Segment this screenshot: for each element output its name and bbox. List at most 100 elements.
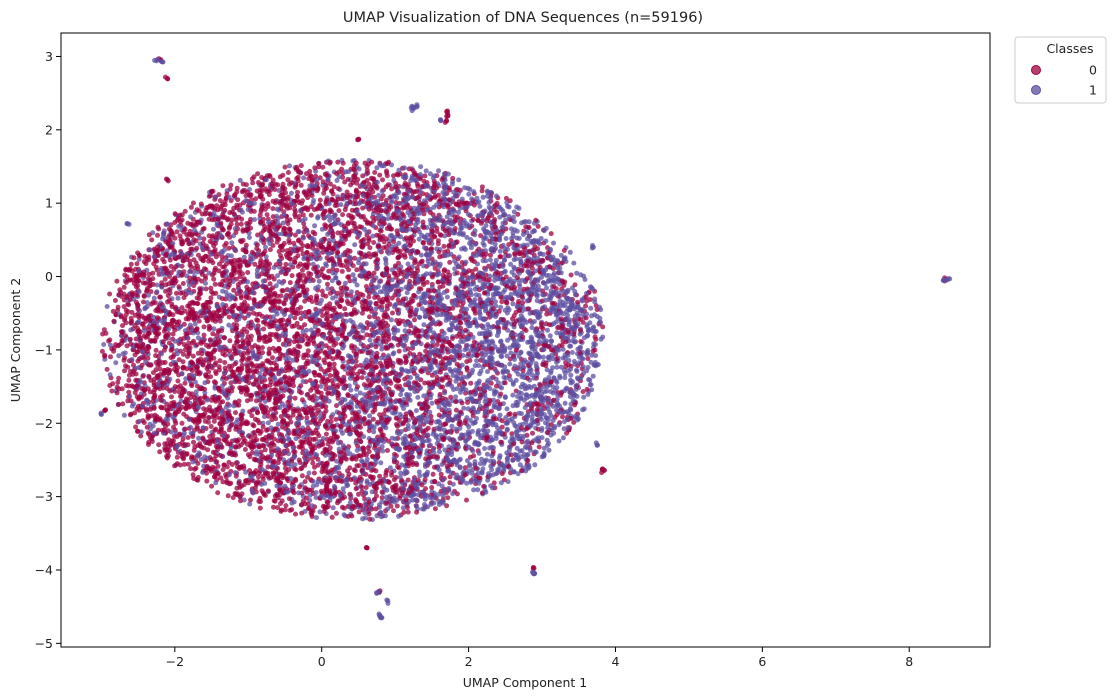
- scatter-point-class-1: [350, 296, 356, 302]
- scatter-point-class-1: [543, 297, 549, 303]
- scatter-point-class-0: [289, 507, 295, 513]
- scatter-point-class-1: [556, 270, 562, 276]
- scatter-point-class-0: [226, 225, 232, 231]
- scatter-point-class-0: [405, 509, 411, 515]
- scatter-point-class-0: [364, 276, 370, 281]
- scatter-point-class-0: [107, 291, 113, 297]
- scatter-point-class-1: [426, 437, 432, 443]
- scatter-point-class-1: [497, 412, 503, 418]
- scatter-point-class-0: [432, 193, 438, 199]
- scatter-point-class-0: [215, 490, 221, 496]
- scatter-point-class-1: [436, 168, 441, 174]
- scatter-point-class-0: [109, 388, 115, 394]
- scatter-point-class-0: [228, 182, 234, 188]
- scatter-point-class-1: [377, 289, 383, 295]
- scatter-point-class-1: [562, 375, 568, 381]
- scatter-point-class-0: [403, 360, 409, 366]
- scatter-point-class-0: [132, 410, 138, 416]
- scatter-point-class-0: [292, 315, 298, 321]
- scatter-point-class-0: [206, 258, 212, 264]
- scatter-point-class-0: [338, 292, 344, 298]
- scatter-point-class-0: [536, 444, 542, 450]
- scatter-point-class-1: [388, 317, 394, 323]
- scatter-point-class-0: [375, 294, 381, 300]
- scatter-point-class-1: [475, 487, 481, 493]
- scatter-point-class-0: [206, 233, 212, 239]
- scatter-point-class-0: [285, 177, 291, 183]
- scatter-point-class-0: [196, 252, 201, 258]
- scatter-point-class-1: [464, 374, 470, 380]
- scatter-point-class-0: [453, 407, 459, 413]
- scatter-point-class-1: [367, 337, 373, 343]
- scatter-point-class-1: [318, 383, 324, 389]
- scatter-point-class-1: [385, 353, 391, 359]
- scatter-point-class-1: [497, 248, 503, 254]
- scatter-point-class-0: [255, 410, 260, 416]
- scatter-point-class-1: [516, 353, 522, 359]
- scatter-point-class-0: [190, 353, 196, 359]
- scatter-point-class-1: [376, 192, 382, 198]
- scatter-point-class-0: [157, 449, 163, 455]
- scatter-point-class-0: [488, 380, 494, 386]
- scatter-point-class-1: [362, 269, 368, 275]
- scatter-point-class-1: [483, 223, 489, 228]
- scatter-point-class-1: [557, 298, 563, 304]
- scatter-point-class-0: [377, 172, 383, 178]
- scatter-point-class-1: [589, 352, 595, 358]
- scatter-point-class-0: [215, 463, 221, 469]
- scatter-point-class-1: [192, 321, 198, 327]
- scatter-point-class-0: [165, 293, 171, 299]
- scatter-point-class-1: [484, 451, 490, 457]
- scatter-point-class-1: [442, 447, 448, 453]
- scatter-point-class-1: [246, 235, 252, 240]
- scatter-point-class-1: [176, 223, 182, 229]
- scatter-point-class-1: [567, 394, 573, 400]
- scatter-point-class-1: [493, 193, 499, 199]
- scatter-point-class-0: [180, 456, 186, 462]
- scatter-point-class-0: [479, 184, 485, 190]
- scatter-point-class-0: [302, 322, 308, 328]
- scatter-point-class-0: [194, 424, 200, 430]
- scatter-point-class-1: [544, 367, 550, 373]
- scatter-point-class-0: [242, 447, 248, 452]
- scatter-point-class-0: [320, 249, 326, 255]
- scatter-point-class-0: [293, 511, 298, 517]
- scatter-point-class-1: [471, 487, 477, 493]
- scatter-point-class-1: [417, 314, 423, 320]
- scatter-point-class-1: [465, 406, 471, 412]
- scatter-point-class-1: [367, 413, 373, 419]
- scatter-point-class-0: [204, 478, 210, 484]
- scatter-point-class-0: [315, 456, 321, 462]
- scatter-point-class-1: [202, 380, 208, 386]
- scatter-point-class-0: [346, 471, 352, 477]
- scatter-point-class-0: [310, 436, 316, 442]
- scatter-point-class-0: [390, 363, 396, 369]
- scatter-point-class-0: [286, 375, 292, 381]
- scatter-point-class-1: [434, 312, 440, 318]
- scatter-point-class-1: [497, 214, 503, 220]
- scatter-point-class-1: [375, 284, 381, 290]
- scatter-point-class-0: [316, 443, 322, 449]
- scatter-point-class-0: [311, 470, 317, 476]
- scatter-point-class-0: [201, 332, 207, 338]
- scatter-point-class-0: [191, 447, 197, 453]
- scatter-point-class-0: [371, 240, 377, 245]
- scatter-point-class-1: [383, 261, 389, 267]
- scatter-point-class-1: [429, 400, 435, 406]
- scatter-point-class-1: [531, 319, 537, 324]
- scatter-point-class-0: [168, 270, 174, 276]
- scatter-point-class-0: [502, 380, 508, 386]
- scatter-point-class-0: [245, 270, 251, 275]
- scatter-point-class-1: [415, 219, 421, 225]
- scatter-point-class-0: [208, 285, 214, 291]
- scatter-point-class-1: [498, 480, 504, 486]
- scatter-point-class-1: [413, 308, 419, 314]
- scatter-point-class-1: [442, 390, 448, 396]
- scatter-point-class-1: [389, 198, 395, 204]
- scatter-point-class-1: [357, 390, 363, 396]
- scatter-point-class-0: [187, 275, 193, 281]
- scatter-point-class-0: [181, 321, 187, 327]
- scatter-point-class-0: [227, 338, 233, 344]
- scatter-point-class-1: [598, 336, 604, 342]
- scatter-point-class-0: [141, 299, 146, 305]
